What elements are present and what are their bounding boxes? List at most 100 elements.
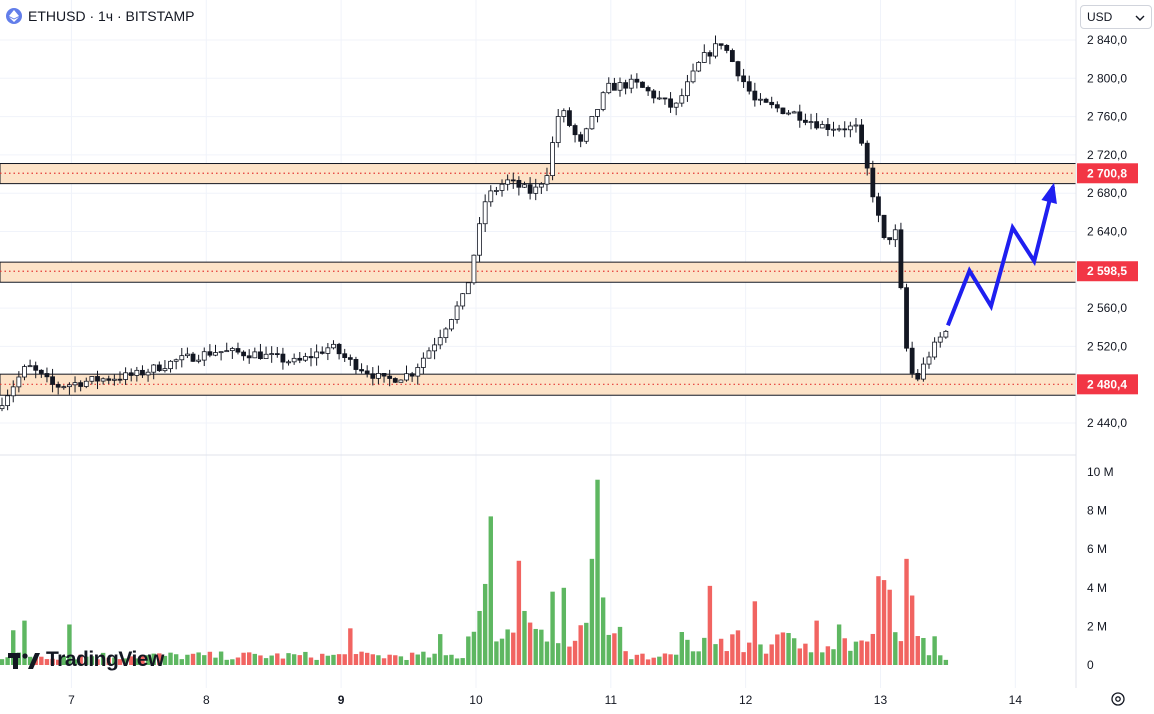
price-level-label: 2 700,8 (1087, 166, 1127, 180)
volume-bar-down (814, 621, 818, 665)
volume-tick-label: 2 M (1087, 619, 1107, 633)
volume-bar-up (449, 655, 453, 665)
candle-down (843, 129, 847, 130)
candle-up (466, 283, 470, 294)
volume-bar-down (236, 658, 240, 665)
projection-arrow (948, 183, 1057, 326)
candle-down (34, 366, 38, 371)
candle-up (11, 387, 15, 396)
volume-bar-down (517, 561, 521, 665)
candle-down (410, 374, 414, 376)
volume-bar-down (826, 646, 830, 665)
candle-up (427, 351, 431, 358)
currency-dropdown[interactable]: USD (1080, 5, 1152, 29)
candle-up (500, 184, 504, 190)
logo-text: TradingView (46, 648, 164, 672)
candle-down (191, 354, 195, 361)
zones (0, 164, 1076, 396)
gear-icon[interactable] (1109, 690, 1127, 708)
candle-down (45, 373, 49, 376)
volume-bar-up (264, 658, 268, 665)
candle-up (444, 329, 448, 338)
candle-down (781, 108, 785, 114)
volume-bar-down (668, 654, 672, 665)
volume-bar-down (736, 630, 740, 665)
candle-up (820, 124, 824, 127)
tradingview-logo[interactable]: TradingView (8, 648, 164, 672)
candle-up (174, 360, 178, 362)
candle-up (539, 184, 543, 187)
candle-down (916, 373, 920, 379)
volume-bar-up (399, 656, 403, 665)
volume-bar-up (809, 652, 813, 665)
volume-bar-down (865, 642, 869, 665)
candle-down (882, 215, 886, 237)
candle-up (303, 357, 307, 361)
volume-bar-up (168, 653, 172, 665)
volume-bar-up (303, 652, 307, 665)
candle-up (219, 352, 223, 353)
volume-bar-up (618, 627, 622, 665)
symbol-title[interactable]: ETHUSD · 1ч · BITSTAMP (28, 8, 195, 24)
volume-bar-up (477, 611, 481, 665)
volume-bar-down (382, 658, 386, 665)
candle-down (860, 125, 864, 143)
candle-down (360, 370, 364, 371)
volume-bar-up (444, 655, 448, 665)
volume-bar-up (820, 652, 824, 665)
volume-bar-down (337, 654, 341, 665)
volume-tick-label: 0 (1087, 658, 1094, 672)
time-tick-label: 12 (739, 693, 753, 707)
volume-bar-down (899, 641, 903, 665)
volume-bar-up (657, 657, 661, 665)
time-tick-label: 7 (68, 693, 75, 707)
price-level-label: 2 480,4 (1087, 377, 1127, 391)
candle-up (837, 129, 841, 130)
candle-up (893, 230, 897, 240)
candle-up (691, 71, 695, 82)
candle-down (742, 76, 746, 82)
volume-bar-down (511, 633, 515, 665)
volume-bar-up (534, 629, 538, 665)
volume-bar-down (876, 576, 880, 665)
candle-up (438, 338, 442, 345)
volume-bar-down (635, 655, 639, 665)
volume-bars (0, 480, 948, 665)
volume-bar-down (578, 625, 582, 665)
candle-down (899, 230, 903, 288)
candles (0, 35, 948, 411)
volume-bar-up (269, 656, 273, 665)
time-tick-label: 9 (338, 693, 345, 707)
candle-down (910, 348, 914, 373)
candle-down (242, 352, 246, 356)
candle-down (708, 53, 712, 57)
support-resistance-zone (0, 262, 1076, 282)
candle-down (39, 370, 43, 373)
candle-up (152, 365, 156, 372)
volume-bar-down (859, 640, 863, 665)
candle-up (551, 143, 555, 176)
candle-down (826, 124, 830, 129)
volume-bar-down (528, 623, 532, 665)
candle-up (331, 344, 335, 347)
volume-bar-down (573, 641, 577, 665)
candle-down (646, 87, 650, 90)
volume-bar-up (292, 654, 296, 665)
volume-bar-down (747, 643, 751, 665)
candle-up (28, 366, 32, 367)
candle-up (455, 306, 459, 320)
projection-path (948, 186, 1053, 325)
volume-bar-down (208, 652, 212, 665)
volume-bar-up (629, 659, 633, 665)
volume-bar-down (191, 654, 195, 665)
volume-bar-up (831, 649, 835, 665)
chart-header: ETHUSD · 1ч · BITSTAMP (6, 6, 195, 26)
candle-down (107, 379, 111, 381)
candle-up (657, 98, 661, 99)
candle-down (528, 185, 532, 194)
volume-bar-down (741, 652, 745, 665)
candle-up (225, 351, 229, 352)
volume-bar-up (696, 651, 700, 665)
candle-down (775, 105, 779, 108)
